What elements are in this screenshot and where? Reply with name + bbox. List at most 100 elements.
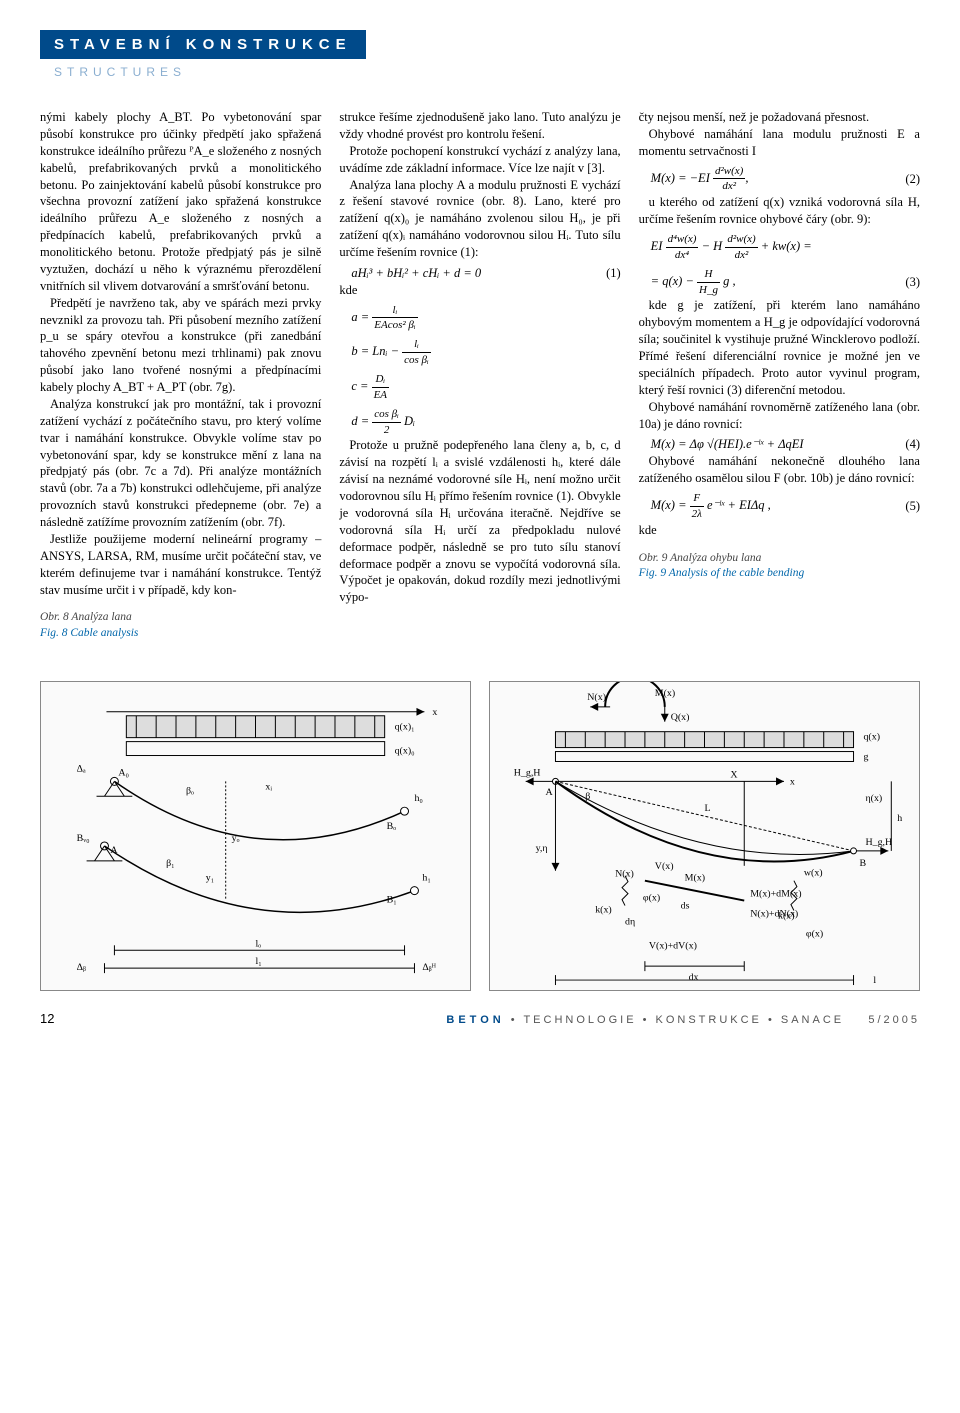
equation-2: M(x) = −EI d²w(x) dx² , (2) — [651, 164, 920, 195]
eq3-t2-frac: d²w(x) dx² — [725, 232, 757, 263]
lbl9-Q: Q(x) — [671, 712, 690, 723]
lbl9-VdV: V(x)+dV(x) — [649, 941, 697, 952]
lbl9-eta: η(x) — [865, 794, 882, 805]
lbl9-M: M(x) — [655, 688, 675, 699]
equation-3-line1: EI d⁴w(x) dx⁴ − H d²w(x) dx² + kw(x) = — [651, 232, 920, 263]
eq1-lhs: aHᵢ³ + bHᵢ² + cHᵢ + d = 0 — [351, 265, 481, 282]
svg-text:x: x — [432, 707, 437, 718]
lbl9-x: x — [790, 777, 795, 788]
figures-row: x q(x)₁ q(x)₀ Δₐ A₀ — [0, 681, 960, 991]
col2-p2: Protože pochopení konstrukcí vychází z a… — [339, 143, 620, 177]
eq5-tail: e⁻ˡˣ + EIΔq , — [707, 498, 771, 512]
svg-text:l: l — [873, 975, 876, 986]
eq3-t1-den: dx⁴ — [666, 248, 699, 263]
eq3-rhs-tail: g , — [723, 274, 736, 288]
eq2-num: d²w(x) — [713, 164, 745, 180]
fig9-caption-cs: Obr. 9 Analýza ohybu lana — [639, 552, 762, 564]
eq2-pre: M(x) = −EI — [651, 171, 710, 185]
eq-d-tail: Dᵢ — [404, 414, 415, 428]
lbl9-deta: dη — [625, 917, 635, 928]
eq2-tail: , — [745, 171, 748, 185]
col1-p3: Analýza konstrukcí jak pro montážní, tak… — [40, 396, 321, 531]
eq-b-l: b = Lnᵢ − — [351, 345, 399, 359]
magazine-b: BETON — [446, 1014, 504, 1026]
eq-c-den: EA — [372, 388, 389, 403]
fig9-caption: Obr. 9 Analýza ohybu lana Fig. 9 Analysi… — [639, 551, 920, 582]
lbl9-A: A — [546, 788, 554, 799]
eq-a-num: lᵢ — [372, 303, 417, 319]
eq3-t2-num: d²w(x) — [725, 232, 757, 248]
lbl9-Mx: M(x) — [685, 873, 705, 884]
eq1-num: (1) — [606, 265, 621, 282]
eq-a-l: a = — [351, 310, 369, 324]
lbl-h0: h₀ — [414, 794, 422, 805]
lbl9-g: g — [863, 752, 868, 763]
eq3-t1-pre: EI — [651, 239, 663, 253]
eq3-rhs-num: H — [697, 267, 720, 283]
eq-c-frac: Dᵢ EA — [372, 372, 389, 403]
eq-d-den: 2 — [372, 423, 401, 438]
col3-p5: Ohybové namáhání rovnoměrně zatíženého l… — [639, 399, 920, 433]
fig8-svg: x q(x)₁ q(x)₀ Δₐ A₀ — [41, 682, 470, 990]
lbl-B0: Bₒ — [387, 821, 397, 832]
lbl9-B: B — [859, 858, 866, 869]
lbl-qx1: q(x)₁ — [395, 722, 415, 733]
lbl9-qx: q(x) — [863, 732, 880, 743]
lbl-b0: βₒ — [186, 786, 194, 797]
eq5-body: M(x) = F 2λ e⁻ˡˣ + EIΔq , — [651, 491, 771, 522]
eq-d-num: cos βᵢ — [372, 407, 401, 423]
col2-kde: kde — [339, 282, 620, 299]
fig9-svg: N(x) M(x) Q(x) q(x) g H_g,H — [490, 682, 919, 990]
lbl9-NdN: N(x)+dN(x) — [750, 909, 798, 920]
lbl-da: Δₐ — [77, 764, 86, 775]
lbl9-HgH-L: H_g,H — [514, 768, 541, 779]
header-block: STAVEBNÍ KONSTRUKCE — [40, 30, 366, 59]
lbl-dbh: Δᵦᴴ — [422, 963, 436, 974]
lbl9-MdM: M(x)+dM(x) — [750, 889, 801, 900]
lbl-y0: yₒ — [232, 833, 240, 844]
lbl9-yeta: y,η — [536, 843, 548, 854]
eq3-t3: + kw(x) = — [761, 239, 812, 253]
eq4-n: (4) — [905, 436, 920, 453]
col2-p3: Analýza lana plochy A a modulu pružnosti… — [339, 177, 620, 261]
eq5-n: (5) — [905, 498, 920, 515]
lbl-y1: y₁ — [206, 873, 214, 884]
col3-kde: kde — [639, 522, 920, 539]
fig9-caption-en: Fig. 9 Analysis of the cable bending — [639, 567, 805, 579]
eq-a-frac: lᵢ EAcos² βᵢ — [372, 303, 417, 334]
eq5-den: 2λ — [690, 507, 704, 522]
magazine-rest: • TECHNOLOGIE • KONSTRUKCE • SANACE — [505, 1014, 844, 1026]
col1-p4: Jestliže použijeme moderní nelineární pr… — [40, 531, 321, 599]
eq2-frac: d²w(x) dx² — [713, 164, 745, 195]
lbl-l0: lₒ — [255, 939, 261, 950]
lbl9-ds: ds — [681, 901, 690, 912]
eq-b-frac: lᵢ cos βᵢ — [402, 337, 431, 368]
lbl9-X: X — [730, 770, 737, 781]
lbl9-dx: dx — [689, 972, 699, 983]
fig8-caption-cs: Obr. 8 Analýza lana — [40, 611, 132, 623]
lbl9-Vx: V(x) — [655, 861, 674, 872]
magazine-line: BETON • TECHNOLOGIE • KONSTRUKCE • SANAC… — [446, 1014, 920, 1026]
eq4-lhs: M(x) = Δφ √(HEI).e⁻ˡˣ + ΔqEI — [651, 436, 804, 453]
col3-p3: u kterého od zatížení q(x) vzniká vodoro… — [639, 194, 920, 228]
eq2-n: (2) — [905, 171, 920, 188]
lbl-xi: xᵢ — [265, 782, 272, 793]
column-3: čty nejsou menší, než je požadovaná přes… — [639, 109, 920, 641]
lbl-dab: Δᵦ — [77, 963, 86, 974]
column-2: strukce řešíme zjednodušeně jako lano. T… — [339, 109, 620, 641]
figure-9: N(x) M(x) Q(x) q(x) g H_g,H — [489, 681, 920, 991]
page-number: 12 — [40, 1011, 54, 1026]
lbl-bv0: Bᵥ₀ — [77, 833, 90, 844]
lbl-B1: B₁ — [387, 895, 397, 906]
eq-c-num: Dᵢ — [372, 372, 389, 388]
col2-p1: strukce řešíme zjednodušeně jako lano. T… — [339, 109, 620, 143]
eq3-t2-pre: − H — [702, 239, 723, 253]
eq2-den: dx² — [713, 179, 745, 194]
eq-b-den: cos βᵢ — [402, 353, 431, 368]
lbl9-wx: w(x) — [804, 868, 823, 879]
eq-d-frac: cos βᵢ 2 — [372, 407, 401, 438]
col1-p2: Předpětí je navrženo tak, aby ve spárách… — [40, 295, 321, 396]
lbl9-phi2: φ(x) — [806, 929, 823, 940]
eq5-num: F — [690, 491, 704, 507]
col3-p4: kde g je zatížení, při kterém lano namáh… — [639, 297, 920, 398]
